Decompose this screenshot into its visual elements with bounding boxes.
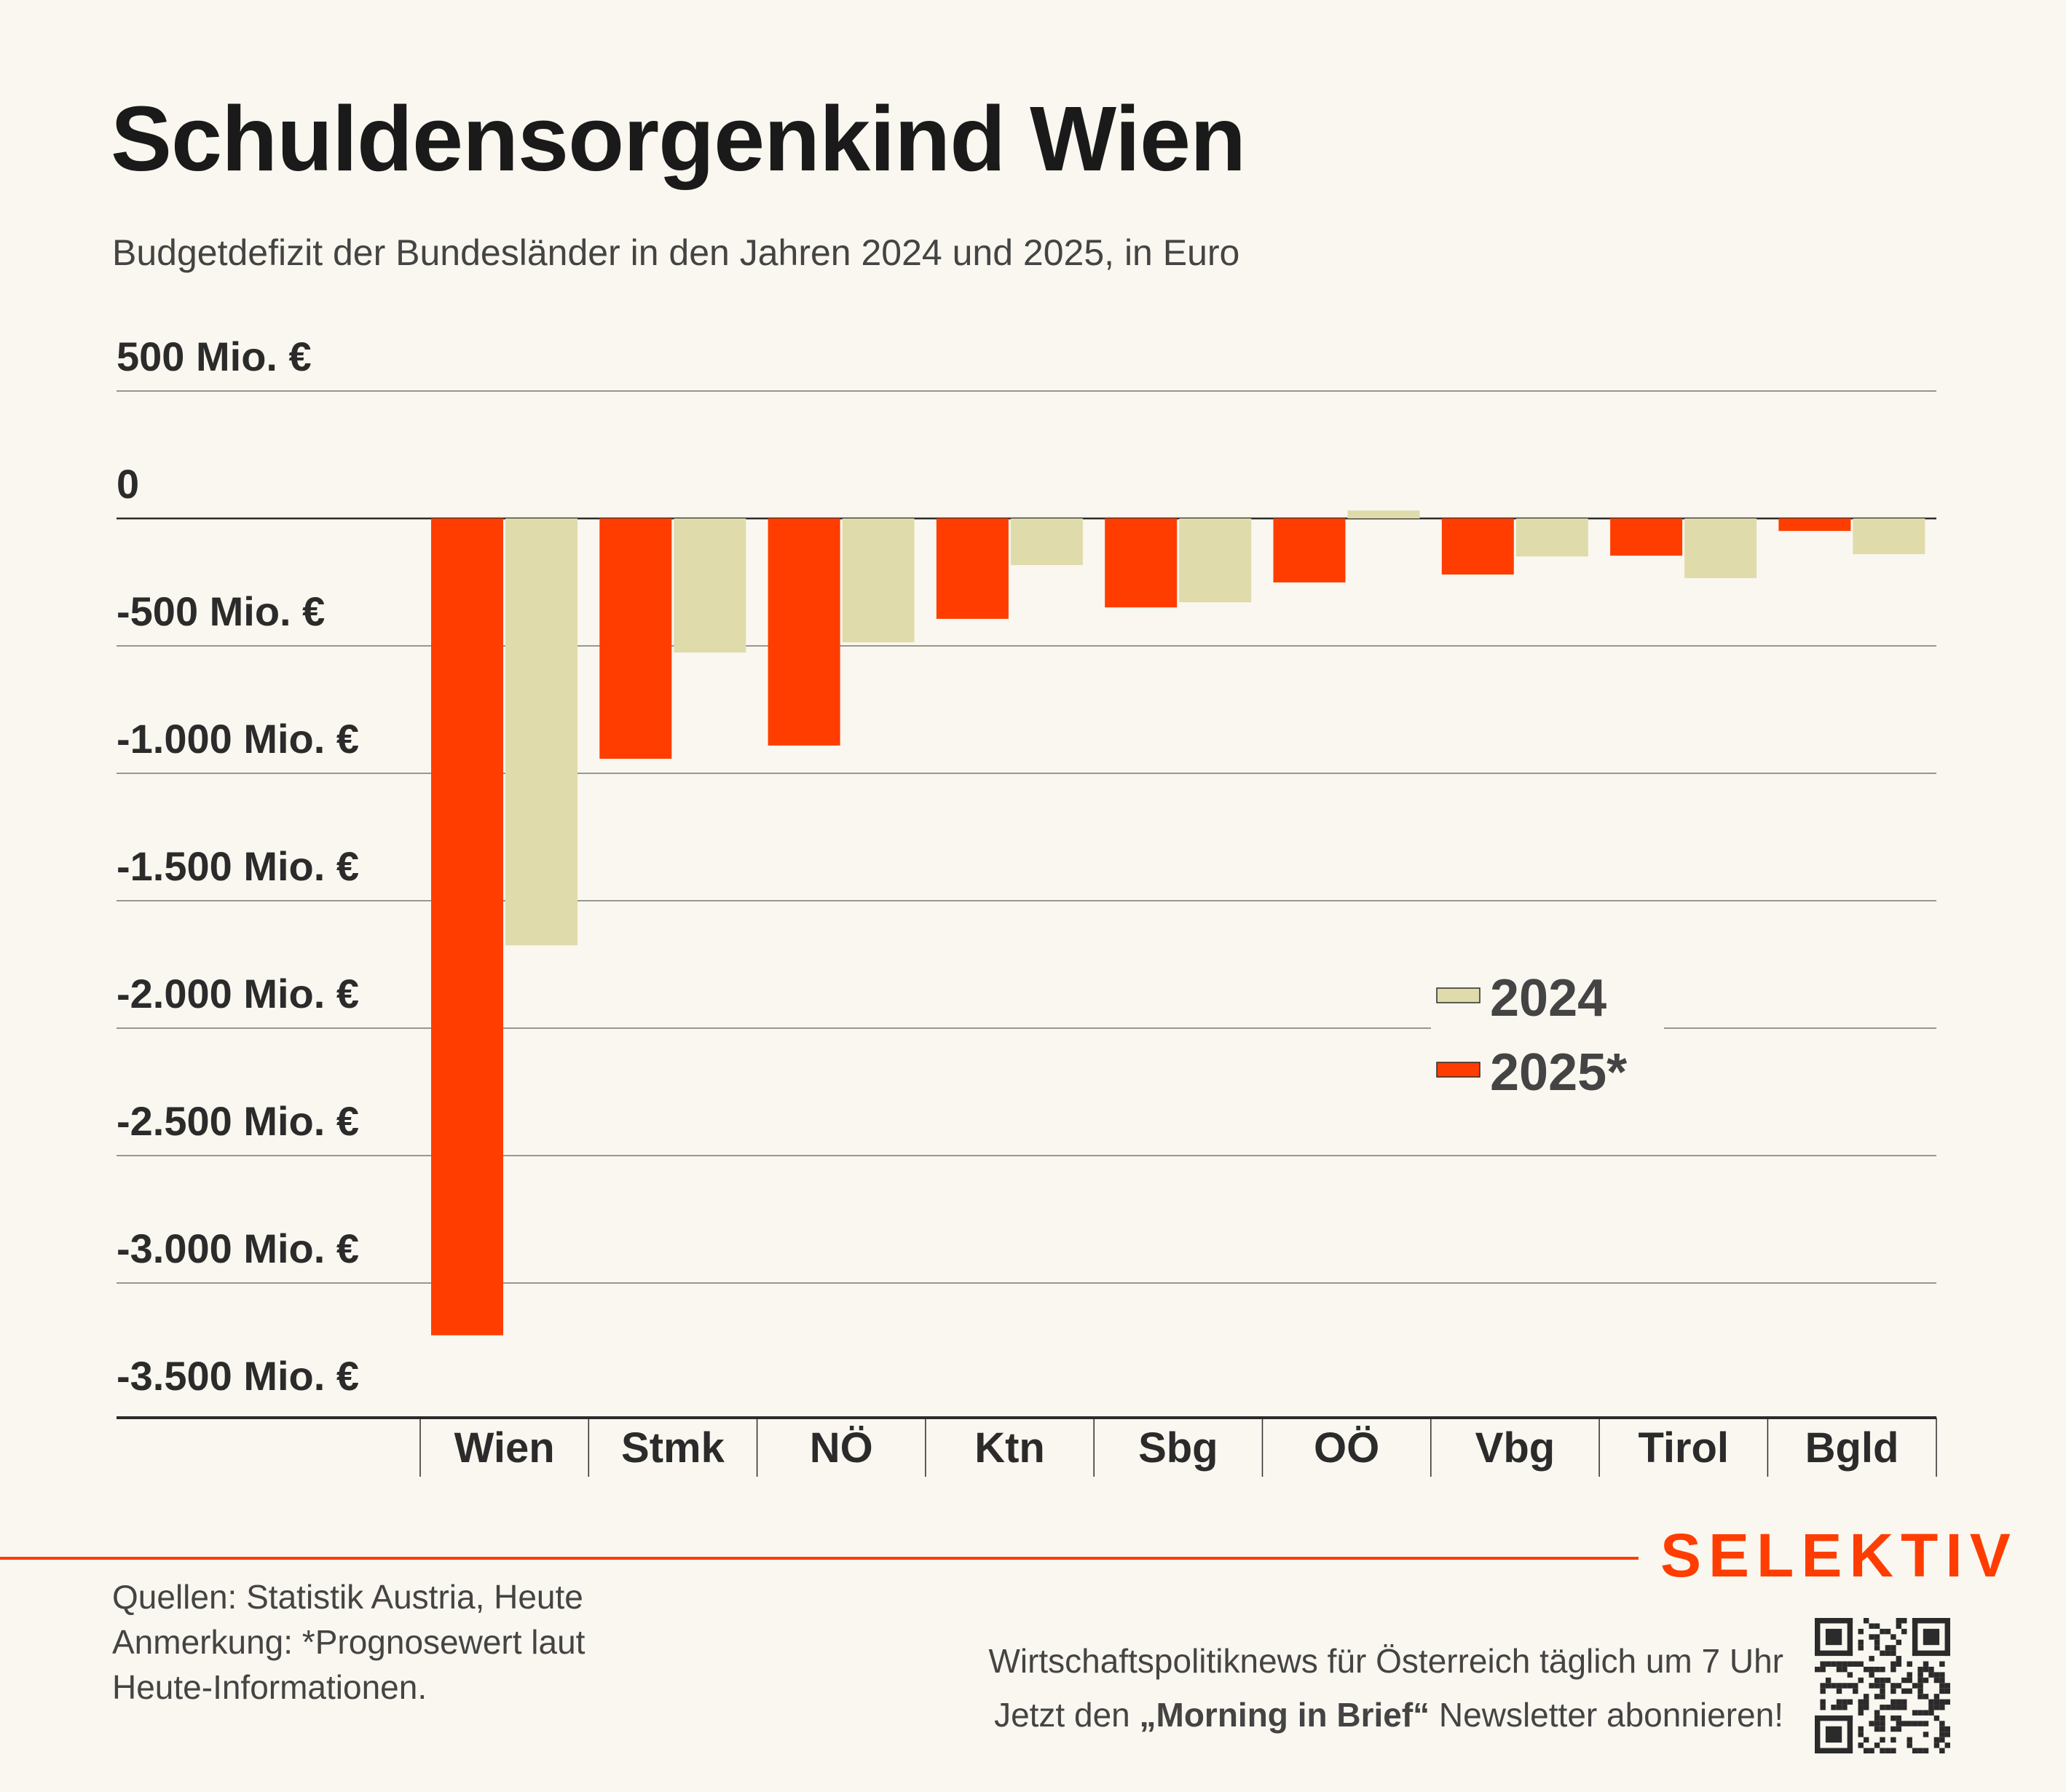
bar-2025-Vbg	[1441, 518, 1514, 575]
bar-2024-Vbg	[1515, 518, 1588, 557]
y-tick-label: -1.500 Mio. €	[117, 843, 359, 889]
brand-logo: SELEKTIV	[1660, 1521, 2018, 1590]
bar-chart: 500 Mio. € 0 -500 Mio. € -1.000 Mio. € -1.50…	[117, 333, 1937, 1477]
note-text-line2: Heute-Informationen.	[112, 1668, 427, 1706]
x-tick-label: Stmk	[621, 1424, 725, 1472]
y-tick-label: -2.000 Mio. €	[117, 971, 359, 1017]
y-tick-label: 0	[117, 461, 139, 507]
promo-line1: Wirtschaftspolitiknews für Österreich tä…	[988, 1642, 1783, 1680]
legend-swatch-2024	[1436, 987, 1480, 1003]
x-tick-label: Ktn	[974, 1424, 1045, 1472]
promo-pre: Jetzt den	[994, 1696, 1140, 1734]
legend-swatch-2025	[1436, 1062, 1480, 1078]
newsletter-name: „Morning in Brief“	[1139, 1696, 1430, 1734]
bar-2024-OÖ	[1347, 510, 1420, 518]
y-tick-label: 500 Mio. €	[117, 333, 312, 379]
chart-subtitle: Budgetdefizit der Bundesländer in den Ja…	[112, 232, 1240, 273]
x-tick-label: Bgld	[1805, 1424, 1899, 1472]
promo-line2[interactable]: Jetzt den „Morning in Brief“ Newsletter …	[988, 1688, 1783, 1742]
bar-2025-Tirol	[1610, 518, 1683, 556]
footer-divider	[0, 1557, 1639, 1560]
y-tick-label: -500 Mio. €	[117, 588, 325, 634]
bar-2024-Tirol	[1684, 518, 1757, 578]
y-tick-label: -3.500 Mio. €	[117, 1353, 359, 1399]
x-tick-label: OÖ	[1314, 1424, 1379, 1472]
note-text-line1: Anmerkung: *Prognosewert laut	[112, 1623, 586, 1661]
y-tick-label: -3.000 Mio. €	[117, 1225, 359, 1271]
bar-2024-Wien	[505, 518, 577, 946]
bar-2025-Ktn	[936, 518, 1009, 619]
bar-2024-Bgld	[1853, 518, 1925, 554]
bar-2024-Sbg	[1179, 518, 1252, 603]
qr-code-icon[interactable]	[1815, 1618, 1950, 1753]
bar-2025-Stmk	[599, 518, 672, 759]
x-tick-label: Vbg	[1475, 1424, 1556, 1472]
bar-2024-Ktn	[1010, 518, 1083, 566]
x-tick-label: Sbg	[1138, 1424, 1218, 1472]
x-tick-label: NÖ	[810, 1424, 873, 1472]
sources-text: Quellen: Statistik Austria, Heute	[112, 1578, 583, 1616]
bars	[431, 510, 1925, 1335]
y-tick-label: -2.500 Mio. €	[117, 1098, 359, 1144]
legend-label-2025: 2025*	[1490, 1043, 1627, 1102]
bar-2024-NÖ	[842, 518, 915, 643]
x-tick-label: Tirol	[1638, 1424, 1729, 1472]
bar-2025-NÖ	[768, 518, 840, 746]
grid-lines	[117, 390, 1936, 1284]
x-tick-label: Wien	[454, 1424, 555, 1472]
bar-2025-OÖ	[1273, 518, 1346, 583]
promo-post: Newsletter abonnieren!	[1430, 1696, 1783, 1734]
bar-2024-Stmk	[674, 518, 746, 653]
newsletter-promo: Wirtschaftspolitiknews für Österreich tä…	[988, 1634, 1783, 1742]
bar-2025-Bgld	[1778, 518, 1851, 532]
y-tick-label: -1.000 Mio. €	[117, 716, 359, 762]
footer-notes: Quellen: Statistik Austria, Heute Anmerk…	[112, 1574, 585, 1710]
legend: 2024 2025*	[1431, 969, 1664, 1107]
legend-label-2024: 2024	[1490, 969, 1606, 1027]
bar-2025-Sbg	[1105, 518, 1178, 608]
bar-2025-Wien	[431, 518, 503, 1335]
axes: 500 Mio. € 0 -500 Mio. € -1.000 Mio. € -1.50…	[117, 333, 1937, 1477]
chart-title: Schuldensorgenkind Wien	[111, 87, 1246, 190]
